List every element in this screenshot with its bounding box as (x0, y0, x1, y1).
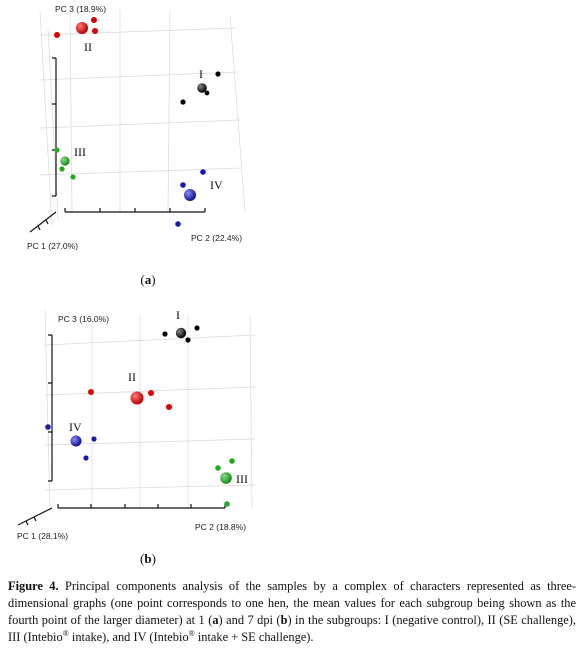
mean-point-group-ii (130, 391, 144, 405)
point-group-ii (92, 28, 98, 34)
point-group-iii (59, 166, 65, 172)
axes-a (29, 57, 206, 233)
figure-caption: Figure 4. Principal components analysis … (8, 579, 577, 644)
point-group-i (180, 99, 186, 105)
axis-label-pc1-b: PC 1 (28.1%) (17, 531, 68, 541)
point-group-iii (224, 501, 230, 507)
axis-label-pc3-a: PC 3 (18.9%) (55, 4, 106, 14)
group-label-iii-b: III (236, 472, 248, 486)
point-group-ii (148, 390, 154, 396)
mean-point-group-iv (70, 435, 82, 447)
point-group-i (162, 331, 168, 337)
point-group-ii (54, 32, 60, 38)
point-group-iii (70, 174, 76, 180)
mean-point-group-i (175, 327, 187, 339)
group-label-i-a: I (199, 67, 203, 81)
point-group-ii (91, 17, 97, 23)
group-label-iv-b: IV (69, 420, 82, 434)
point-group-iv (83, 455, 89, 461)
pca-panel-a: PC 3 (18.9%) PC 1 (27.0%) PC 2 (22.4%) I… (0, 0, 300, 287)
subfigure-label-b: (b) (140, 551, 156, 566)
axis-label-pc2-a: PC 2 (22.4%) (191, 233, 242, 243)
point-group-iv (175, 221, 181, 227)
group-label-i-b: I (176, 308, 180, 322)
point-group-i (194, 325, 200, 331)
mean-point-group-iii (220, 472, 232, 484)
pca-plot-a: PC 3 (18.9%) PC 1 (27.0%) PC 2 (22.4%) I… (27, 4, 246, 251)
axis-label-pc1-a: PC 1 (27.0%) (27, 241, 78, 251)
group-label-iv-a: IV (210, 178, 223, 192)
grid-a (39, 9, 246, 226)
point-group-i (215, 71, 221, 77)
group-label-iii-a: III (74, 145, 86, 159)
point-group-ii (88, 389, 94, 395)
point-group-iv (180, 182, 186, 188)
mean-point-group-iii (60, 156, 70, 166)
point-group-iii (229, 458, 235, 464)
figure-number: Figure 4. (8, 579, 59, 593)
pca-panel-b: PC 3 (16.0%) PC 1 (28.1%) PC 2 (18.8%) I… (0, 295, 300, 566)
subfigure-label-a: (a) (140, 272, 156, 287)
group-label-ii-b: II (128, 370, 136, 384)
point-group-ii (166, 404, 172, 410)
mean-point-group-i (197, 83, 207, 93)
point-group-iii (215, 465, 221, 471)
pca-plot-b: PC 3 (16.0%) PC 1 (28.1%) PC 2 (18.8%) I… (17, 308, 256, 541)
mean-point-group-ii (76, 22, 88, 34)
group-label-ii-a: II (84, 40, 92, 54)
axis-label-pc2-b: PC 2 (18.8%) (195, 522, 246, 532)
axes-b (17, 334, 226, 526)
point-group-iv (45, 424, 51, 430)
point-group-i (204, 90, 210, 96)
point-group-iv (200, 169, 206, 175)
point-group-iv (91, 436, 97, 442)
mean-point-group-iv (184, 189, 196, 201)
point-group-i (185, 337, 191, 343)
point-group-iii (54, 147, 60, 153)
axis-label-pc3-b: PC 3 (16.0%) (58, 314, 109, 324)
